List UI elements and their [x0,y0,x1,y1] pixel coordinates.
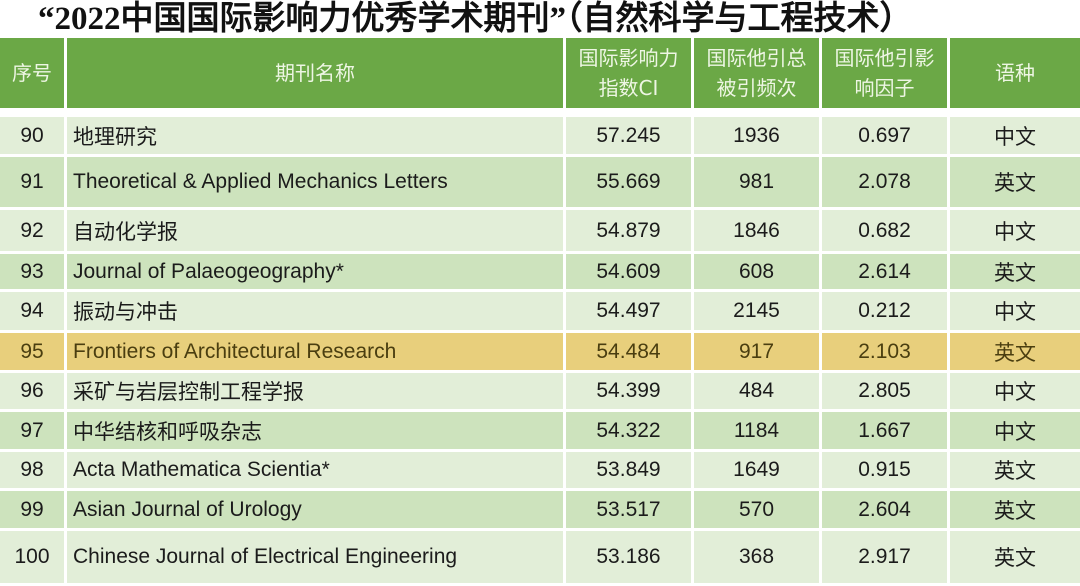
language-cell: 英文 [950,452,1080,491]
journal-name-cell: Frontiers of Architectural Research [67,333,566,373]
language-cell: 英文 [950,531,1080,586]
ci-cell: 57.245 [566,117,694,157]
table-row: 99 Asian Journal of Urology 53.517 570 2.604… [0,491,1080,531]
journal-name-cell: Asian Journal of Urology [67,491,566,531]
rank-cell: 92 [0,210,67,254]
impact-factor-cell: 2.078 [822,157,950,210]
header-ci: 国际影响力指数CI [566,38,694,108]
header-row: 序号 期刊名称 国际影响力指数CI 国际他引总被引频次 国际他引影响因子 语种 [0,38,1080,108]
rank-cell: 94 [0,292,67,333]
impact-factor-cell: 0.915 [822,452,950,491]
language-cell: 中文 [950,373,1080,412]
citations-cell: 1649 [694,452,822,491]
page-title: “2022中国国际影响力优秀学术期刊”（自然科学与工程技术） [38,1,913,37]
citations-cell: 1936 [694,117,822,157]
rank-cell: 93 [0,254,67,292]
citations-cell: 917 [694,333,822,373]
language-cell: 英文 [950,254,1080,292]
journal-name-cell: Theoretical & Applied Mechanics Letters [67,157,566,210]
table-row: 97 中华结核和呼吸杂志 54.322 1184 1.667 中文 [0,412,1080,452]
language-cell: 中文 [950,292,1080,333]
ci-cell: 53.517 [566,491,694,531]
citations-cell: 1184 [694,412,822,452]
table-row: 90 地理研究 57.245 1936 0.697 中文 [0,117,1080,157]
journal-name-cell: 自动化学报 [67,210,566,254]
citations-cell: 608 [694,254,822,292]
ci-cell: 54.322 [566,412,694,452]
table-row: 92 自动化学报 54.879 1846 0.682 中文 [0,210,1080,254]
rank-cell: 91 [0,157,67,210]
language-cell: 中文 [950,412,1080,452]
rank-cell: 90 [0,117,67,157]
impact-factor-cell: 0.697 [822,117,950,157]
ci-cell: 53.186 [566,531,694,586]
table-row: 98 Acta Mathematica Scientia* 53.849 1649 0.… [0,452,1080,491]
journal-name-cell: 中华结核和呼吸杂志 [67,412,566,452]
header-cites: 国际他引总被引频次 [694,38,822,108]
journal-name-cell: 采矿与岩层控制工程学报 [67,373,566,412]
impact-factor-cell: 0.682 [822,210,950,254]
rank-cell: 99 [0,491,67,531]
language-cell: 英文 [950,333,1080,373]
rank-cell: 100 [0,531,67,586]
impact-factor-cell: 1.667 [822,412,950,452]
citations-cell: 570 [694,491,822,531]
language-cell: 中文 [950,210,1080,254]
rank-cell: 97 [0,412,67,452]
header-if: 国际他引影响因子 [822,38,950,108]
journal-name-cell: 地理研究 [67,117,566,157]
header-lang: 语种 [950,38,1080,108]
language-cell: 中文 [950,117,1080,157]
table-row: 100 Chinese Journal of Electrical Enginee… [0,531,1080,586]
language-cell: 英文 [950,491,1080,531]
header-rank: 序号 [0,38,67,108]
ci-cell: 55.669 [566,157,694,210]
table-row: 95 Frontiers of Architectural Research 54.… [0,333,1080,373]
citations-cell: 2145 [694,292,822,333]
journal-name-cell: Chinese Journal of Electrical Engineerin… [67,531,566,586]
language-cell: 英文 [950,157,1080,210]
impact-factor-cell: 2.604 [822,491,950,531]
citations-cell: 368 [694,531,822,586]
impact-factor-cell: 0.212 [822,292,950,333]
impact-factor-cell: 2.103 [822,333,950,373]
rank-cell: 96 [0,373,67,412]
citations-cell: 1846 [694,210,822,254]
table-row: 94 振动与冲击 54.497 2145 0.212 中文 [0,292,1080,333]
journal-table: 序号 期刊名称 国际影响力指数CI 国际他引总被引频次 国际他引影响因子 语种 … [0,38,1080,586]
impact-factor-cell: 2.805 [822,373,950,412]
journal-name-cell: Acta Mathematica Scientia* [67,452,566,491]
table-row: 96 采矿与岩层控制工程学报 54.399 484 2.805 中文 [0,373,1080,412]
ci-cell: 54.484 [566,333,694,373]
table-row: 91 Theoretical & Applied Mechanics Letter… [0,157,1080,210]
journal-name-cell: 振动与冲击 [67,292,566,333]
rank-cell: 98 [0,452,67,491]
ci-cell: 53.849 [566,452,694,491]
impact-factor-cell: 2.614 [822,254,950,292]
table-row: 93 Journal of Palaeogeography* 54.609 608 2.… [0,254,1080,292]
citations-cell: 981 [694,157,822,210]
ci-cell: 54.399 [566,373,694,412]
ci-cell: 54.879 [566,210,694,254]
ci-cell: 54.497 [566,292,694,333]
rank-cell: 95 [0,333,67,373]
journal-name-cell: Journal of Palaeogeography* [67,254,566,292]
impact-factor-cell: 2.917 [822,531,950,586]
ci-cell: 54.609 [566,254,694,292]
header-name: 期刊名称 [67,38,566,108]
citations-cell: 484 [694,373,822,412]
